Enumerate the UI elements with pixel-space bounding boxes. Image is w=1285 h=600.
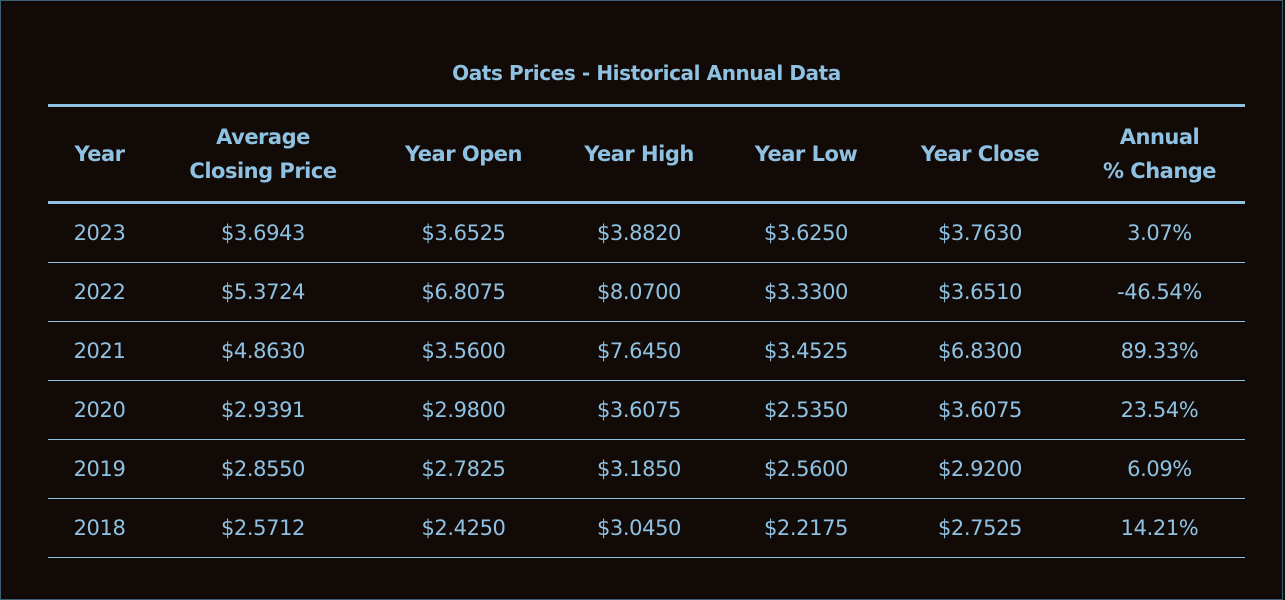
cell-year: 2022 [48,262,151,322]
cell-year-close: $2.9200 [886,439,1074,499]
table-row: 2018 $2.5712 $2.4250 $3.0450 $2.2175 $2.… [48,498,1245,558]
cell-year-open: $2.7825 [375,439,552,499]
column-header-year-high: Year High [584,142,694,166]
cell-year-high: $8.0700 [552,262,726,322]
table-row: 2021 $4.8630 $3.5600 $7.6450 $3.4525 $6.… [48,321,1245,381]
table-row: 2023 $3.6943 $3.6525 $3.8820 $3.6250 $3.… [48,202,1245,263]
column-header-average-closing-price: Average Closing Price [189,125,337,183]
cell-annual-change: 23.54% [1074,380,1245,440]
cell-year-close: $3.6075 [886,380,1074,440]
cell-year-open: $6.8075 [375,262,552,322]
cell-year-low: $3.4525 [726,321,886,381]
oats-price-table: Year Average Closing Price Year Open Yea… [48,104,1245,558]
cell-annual-change: 14.21% [1074,498,1245,558]
cell-year-open: $2.9800 [375,380,552,440]
cell-year: 2020 [48,380,151,440]
cell-year-high: $7.6450 [552,321,726,381]
cell-year-open: $3.6525 [375,202,552,263]
cell-year-low: $2.5350 [726,380,886,440]
cell-year-high: $3.6075 [552,380,726,440]
cell-year-open: $2.4250 [375,498,552,558]
table-row: 2019 $2.8550 $2.7825 $3.1850 $2.5600 $2.… [48,439,1245,499]
table-header-row: Year Average Closing Price Year Open Yea… [48,105,1245,203]
cell-average-closing-price: $3.6943 [151,202,375,263]
cell-average-closing-price: $2.8550 [151,439,375,499]
cell-year-high: $3.8820 [552,202,726,263]
cell-annual-change: 89.33% [1074,321,1245,381]
cell-average-closing-price: $5.3724 [151,262,375,322]
table-row: 2020 $2.9391 $2.9800 $3.6075 $2.5350 $3.… [48,380,1245,440]
cell-year-close: $3.6510 [886,262,1074,322]
cell-annual-change: 6.09% [1074,439,1245,499]
column-header-year-low: Year Low [754,142,858,166]
cell-year-close: $2.7525 [886,498,1074,558]
cell-year-high: $3.0450 [552,498,726,558]
cell-year-close: $6.8300 [886,321,1074,381]
table-caption: Oats Prices - Historical Annual Data [452,61,841,85]
table-row: 2022 $5.3724 $6.8075 $8.0700 $3.3300 $3.… [48,262,1245,322]
cell-annual-change: 3.07% [1074,202,1245,263]
cell-year-low: $2.5600 [726,439,886,499]
column-header-year-open: Year Open [405,142,522,166]
cell-average-closing-price: $4.8630 [151,321,375,381]
cell-annual-change: -46.54% [1074,262,1245,322]
cell-year-low: $3.3300 [726,262,886,322]
cell-year: 2023 [48,202,151,263]
cell-year-close: $3.7630 [886,202,1074,263]
column-header-annual-change: Annual % Change [1102,125,1217,183]
column-header-year-close: Year Close [920,142,1040,166]
cell-year-open: $3.5600 [375,321,552,381]
cell-average-closing-price: $2.9391 [151,380,375,440]
column-header-year: Year [74,142,125,166]
cell-average-closing-price: $2.5712 [151,498,375,558]
cell-year: 2018 [48,498,151,558]
cell-year-high: $3.1850 [552,439,726,499]
cell-year: 2019 [48,439,151,499]
cell-year-low: $2.2175 [726,498,886,558]
cell-year: 2021 [48,321,151,381]
cell-year-low: $3.6250 [726,202,886,263]
